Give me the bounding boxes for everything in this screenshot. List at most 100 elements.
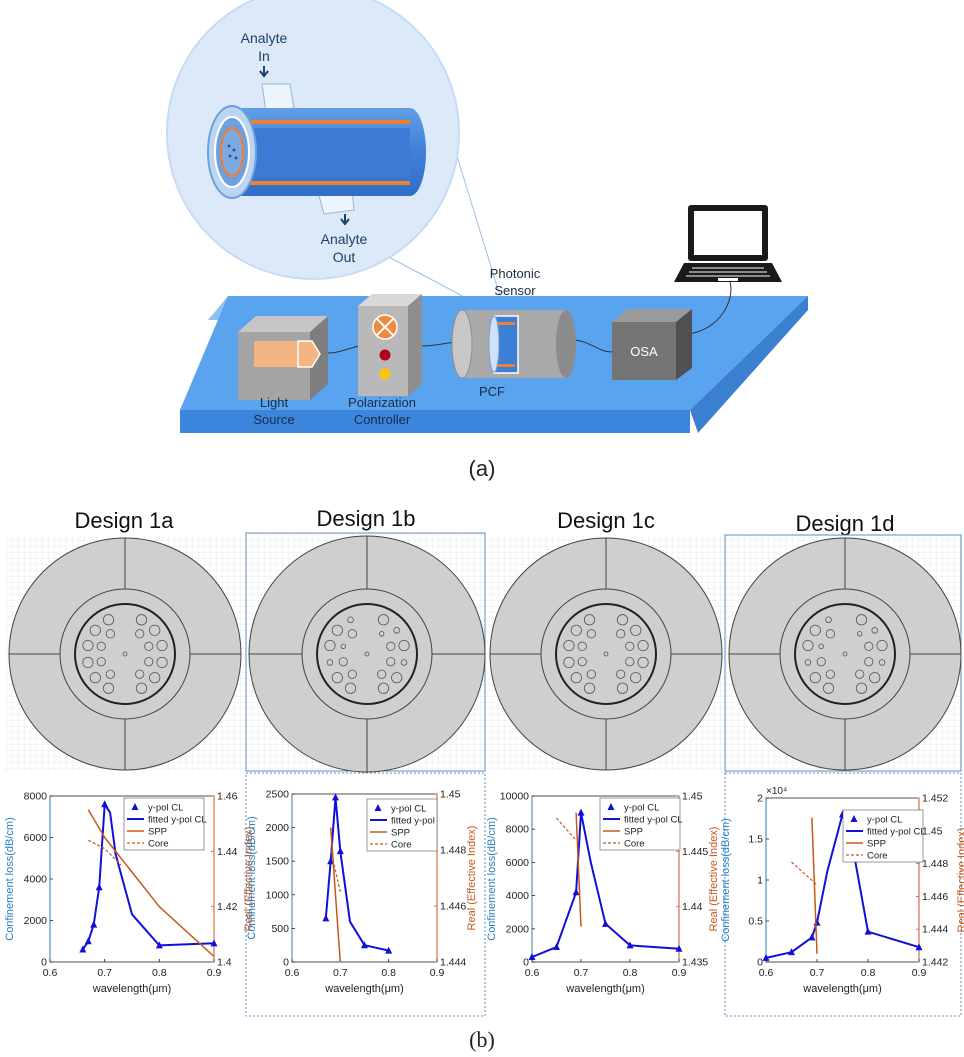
legend-entry: Core [624,839,645,850]
y2-tick-label: 1.448 [440,845,466,857]
analyte-out-label-1: Analyte [321,231,368,247]
x-tick-label: 0.7 [810,967,825,979]
x-tick-label: 0.7 [333,967,348,979]
x-axis-label: wavelength(μm) [92,983,171,995]
y-tick-label: 2000 [24,915,48,927]
legend-marker [374,804,382,811]
x-tick-label: 0.8 [152,967,167,979]
light-source-label-2: Source [253,412,294,427]
fiber-cross-section [728,537,962,771]
chart: 0.6 0.7 0.8 0.9 0 2000 4000 6000 8000 10000 1.435 1… [486,791,720,996]
y-tick-label: 0 [283,957,289,969]
laptop-icon [674,205,782,282]
y-axis-label: Confinement loss(dB/cm) [4,817,16,941]
y2-tick-label: 1.45 [682,791,703,803]
x-tick-label: 0.6 [525,967,540,979]
legend-entry: fitted y-pol CL [867,827,926,838]
platform-right-side [690,296,808,433]
y2-axis-label: Real (Effective Index) [243,827,255,932]
gold-layer-top [234,120,410,124]
series-line [575,812,582,927]
y2-tick-label: 1.444 [922,924,948,936]
setup-panel: Analyte In Analyte Out Light Source [166,0,808,481]
cable [574,339,613,353]
legend-marker [850,815,858,822]
x-tick-label: 0.7 [574,967,589,979]
x-tick-label: 0.6 [43,967,58,979]
caption-a: (a) [469,456,496,481]
y-tick-label: 10000 [500,791,529,803]
y-tick-label: 500 [271,923,289,935]
caption-b: (b) [469,1027,495,1052]
y2-tick-label: 1.435 [682,957,708,969]
x-tick-label: 0.8 [623,967,638,979]
fiber-core [240,128,410,177]
y2-tick-label: 1.444 [440,957,466,969]
data-point [210,939,218,947]
y-tick-label: 0 [523,957,529,969]
series-line [531,811,680,958]
x-tick-label: 0.9 [912,967,927,979]
chart: 0.6 0.7 0.8 0.9 0 0.5 1 1.5 2 1.442 1.444 1.446 1.44… [720,786,964,995]
x-tick-label: 0.6 [759,967,774,979]
cable [327,345,361,354]
series-line [81,803,215,951]
arrow-down-icon [259,66,269,78]
legend [123,797,205,851]
y-tick-label: 6000 [24,832,48,844]
design-comparison-panel: Design 1a Design 1b Design 1c Design 1d … [4,506,964,1052]
legend-entry: Core [148,839,169,850]
fiber-cross-section [248,535,486,773]
zoom-line [451,139,506,313]
x-tick-label: 0.8 [861,967,876,979]
y2-tick-label: 1.46 [217,791,238,803]
y2-tick-label: 1.446 [922,891,948,903]
design-title: Design 1b [316,506,415,531]
polarization-controller [358,294,422,396]
osa-label: OSA [630,344,658,359]
y-tick-label: 0 [41,957,47,969]
chart-frame [245,772,486,1017]
design-title: Design 1d [795,511,894,536]
analyte-in-label-2: In [258,48,270,64]
y-tick-label: 6000 [506,857,530,869]
y2-tick-label: 1.45 [440,789,461,801]
legend-marker [607,803,615,810]
x-axis-label: wavelength(μm) [565,983,644,995]
y-tick-label: 8000 [24,791,48,803]
y2-tick-label: 1.442 [922,957,948,969]
series-line [88,839,122,866]
light-source-label-1: Light [260,395,289,410]
y2-tick-label: 1.446 [440,901,466,913]
y-tick-label: 2000 [506,923,530,935]
y2-tick-label: 1.44 [682,901,703,913]
y-multiplier: ×10⁴ [766,786,787,797]
zoom-line [384,254,471,301]
arrow-down-icon [340,214,350,226]
osa-analyzer [612,309,692,380]
platform-front [180,410,690,433]
y2-axis-label: Real (Effective Index) [466,826,478,931]
y2-tick-label: 1.45 [922,825,943,837]
cable [687,281,732,335]
legend-entry: fitted y-pol CL [148,815,207,826]
y2-tick-label: 1.4 [217,957,232,969]
series-line [87,809,215,958]
fiber-cross-section [8,537,242,771]
photonic-sensor-label-1: Photonic [490,266,541,281]
chart-frame [724,772,962,1017]
gold-layer-bottom [234,181,410,185]
y-axis-label: Confinement loss(dB/cm) [720,818,732,942]
legend-entry: Core [867,851,888,862]
legend-entry: y-pol CL [148,803,183,814]
y-axis-label: Confinement loss(dB/cm) [246,816,258,940]
polarization-label-2: Controller [354,412,411,427]
design-title: Design 1a [74,508,174,533]
y2-tick-label: 1.452 [922,793,948,805]
legend-entry: fitted y-pol [391,816,435,827]
x-tick-label: 0.6 [285,967,300,979]
y2-axis-label: Real (Effective Index) [956,828,964,933]
chart: 0.6 0.7 0.8 0.9 0 500 1000 1500 2000 2500 1.444 1.4… [246,789,478,996]
legend-entry: SPP [624,827,643,838]
